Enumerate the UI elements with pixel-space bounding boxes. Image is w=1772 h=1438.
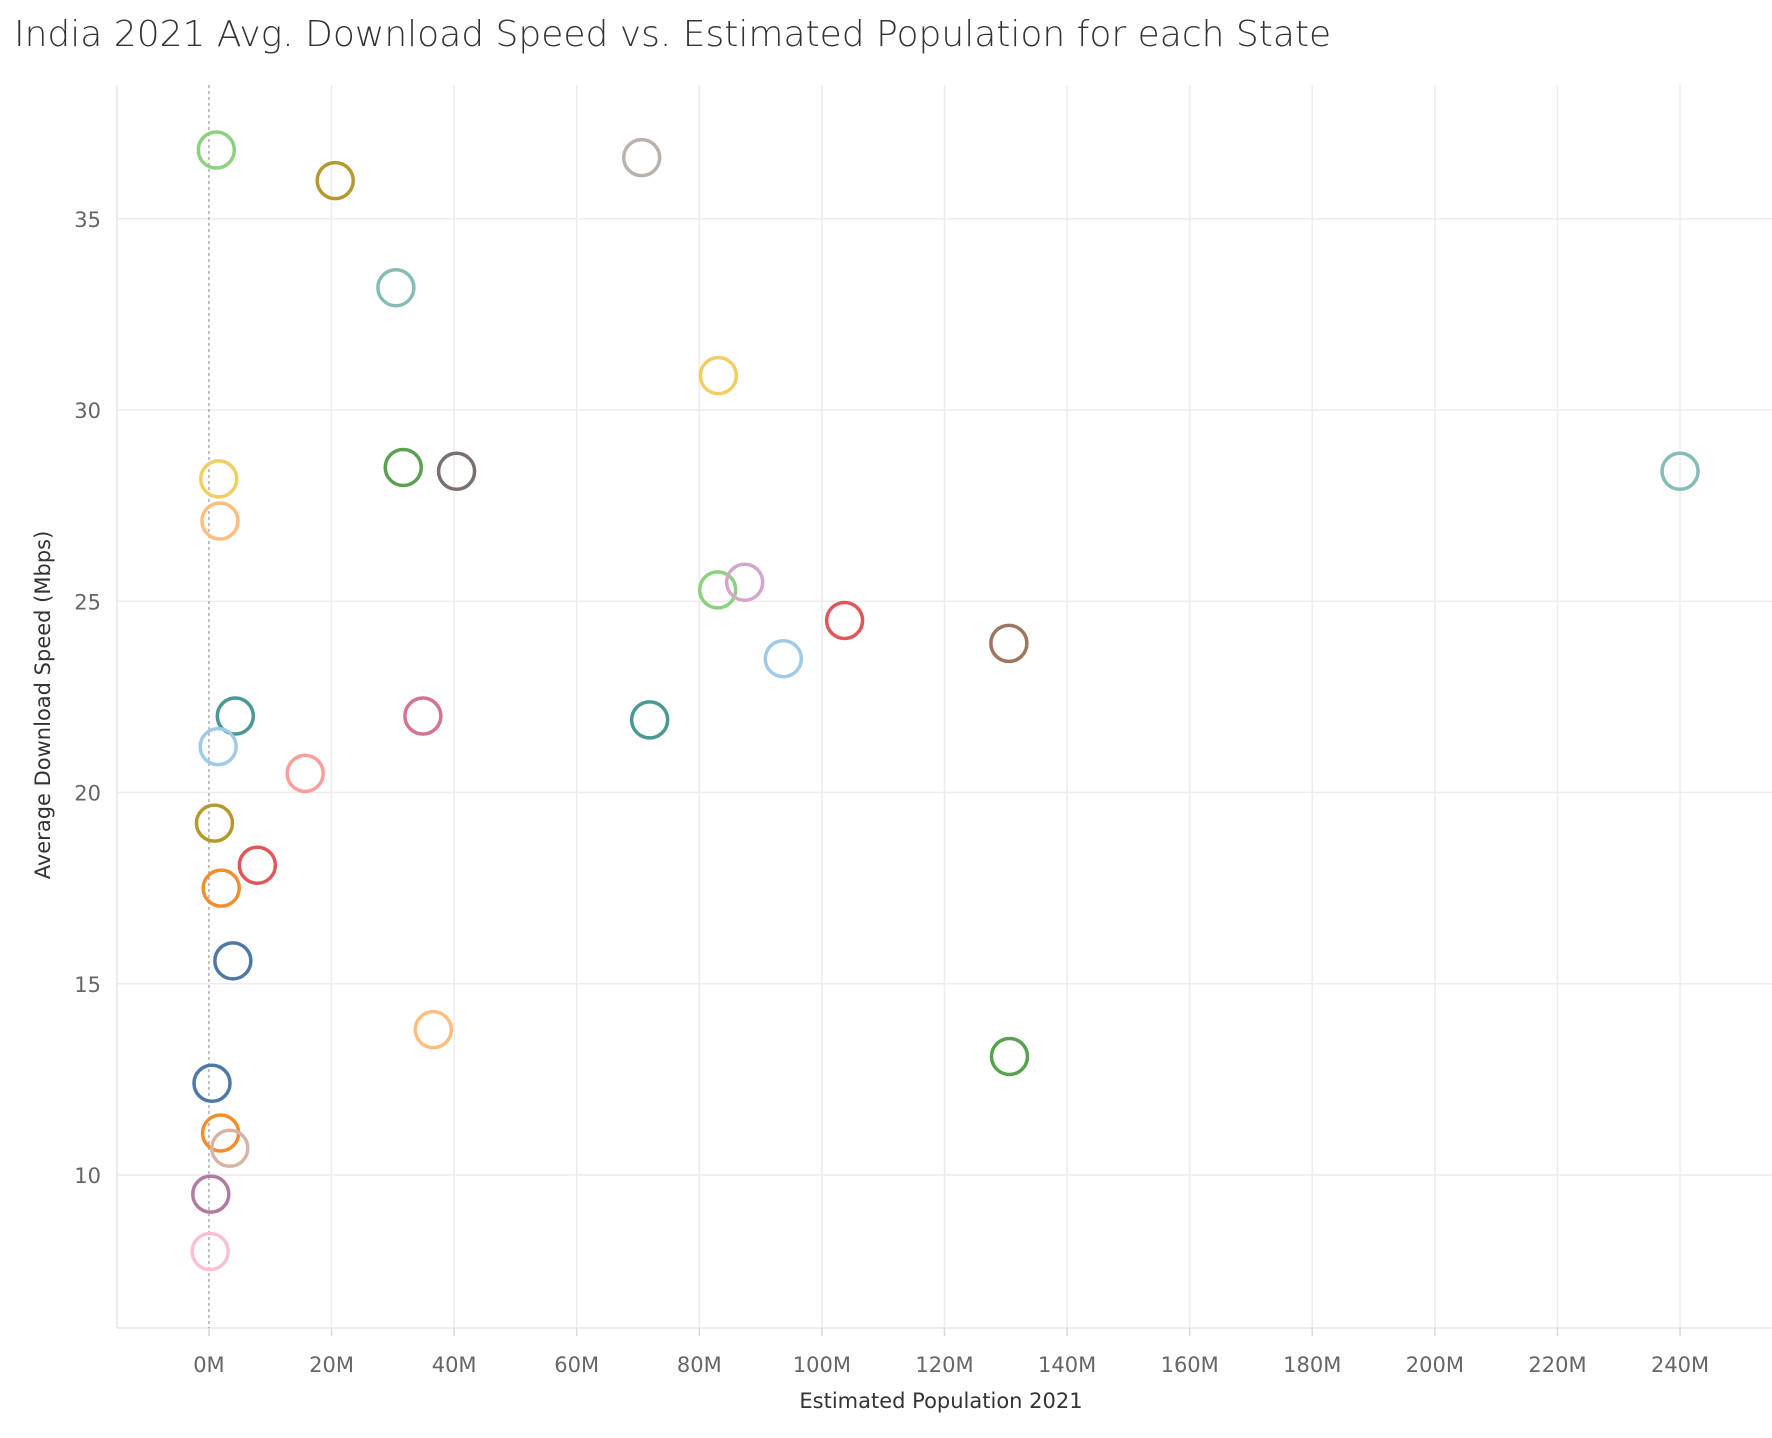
y-tick-label: 20 [74, 782, 101, 806]
y-tick-label: 25 [74, 590, 101, 614]
x-tick-label: 20M [309, 1353, 354, 1377]
y-tick-label: 10 [74, 1164, 101, 1188]
data-point [763, 638, 804, 679]
data-point [315, 160, 355, 201]
x-tick-label: 100M [793, 1353, 851, 1377]
data-point [698, 355, 739, 396]
y-tick-label: 35 [74, 208, 101, 232]
data-point [724, 562, 765, 602]
y-axis-title: Average Download Speed (Mbps) [31, 531, 55, 880]
data-point [213, 941, 253, 981]
data-point [192, 1063, 232, 1103]
x-tick-label: 220M [1528, 1353, 1586, 1377]
x-tick-label: 200M [1406, 1353, 1464, 1377]
data-point [383, 447, 424, 488]
x-tick-label: 0M [193, 1353, 224, 1377]
data-point [413, 1009, 454, 1050]
data-point [376, 267, 416, 308]
x-tick-label: 80M [677, 1353, 722, 1377]
x-tick-label: 40M [432, 1353, 477, 1377]
data-point [403, 696, 443, 736]
x-tick-label: 160M [1161, 1353, 1219, 1377]
data-point [190, 1231, 230, 1272]
data-point [199, 459, 239, 499]
data-point [201, 868, 241, 908]
data-point [989, 623, 1029, 664]
data-point [436, 451, 477, 492]
data-point [697, 570, 738, 610]
data-point [198, 726, 238, 767]
data-point [824, 600, 865, 641]
data-point [200, 501, 240, 541]
x-tick-label: 240M [1651, 1353, 1709, 1377]
y-tick-label: 15 [74, 973, 101, 997]
x-axis-title: Estimated Population 2021 [799, 1389, 1082, 1413]
x-tick-label: 60M [554, 1353, 599, 1377]
x-tick-label: 140M [1038, 1353, 1096, 1377]
data-point [210, 1128, 250, 1168]
data-point [196, 130, 237, 170]
x-tick-label: 120M [915, 1353, 973, 1377]
data-point [621, 137, 662, 178]
chart-title: India 2021 Avg. Download Speed vs. Estim… [14, 14, 1332, 55]
gridlines [117, 85, 1772, 1328]
data-point [1660, 451, 1700, 492]
data-point [629, 700, 670, 740]
data-point [191, 1174, 231, 1214]
data-point [215, 696, 256, 736]
tick-labels: 0M 20M 40M 60M 80M 100M 120M 140M 160M 180M 200M 22… [74, 208, 1709, 1377]
axes [116, 85, 1772, 1336]
data-point [194, 803, 235, 843]
x-tick-label: 180M [1283, 1353, 1341, 1377]
data-point [237, 845, 278, 885]
data-point [285, 753, 325, 794]
data-point [989, 1036, 1030, 1077]
y-tick-label: 30 [74, 399, 101, 423]
data-points [190, 130, 1700, 1272]
